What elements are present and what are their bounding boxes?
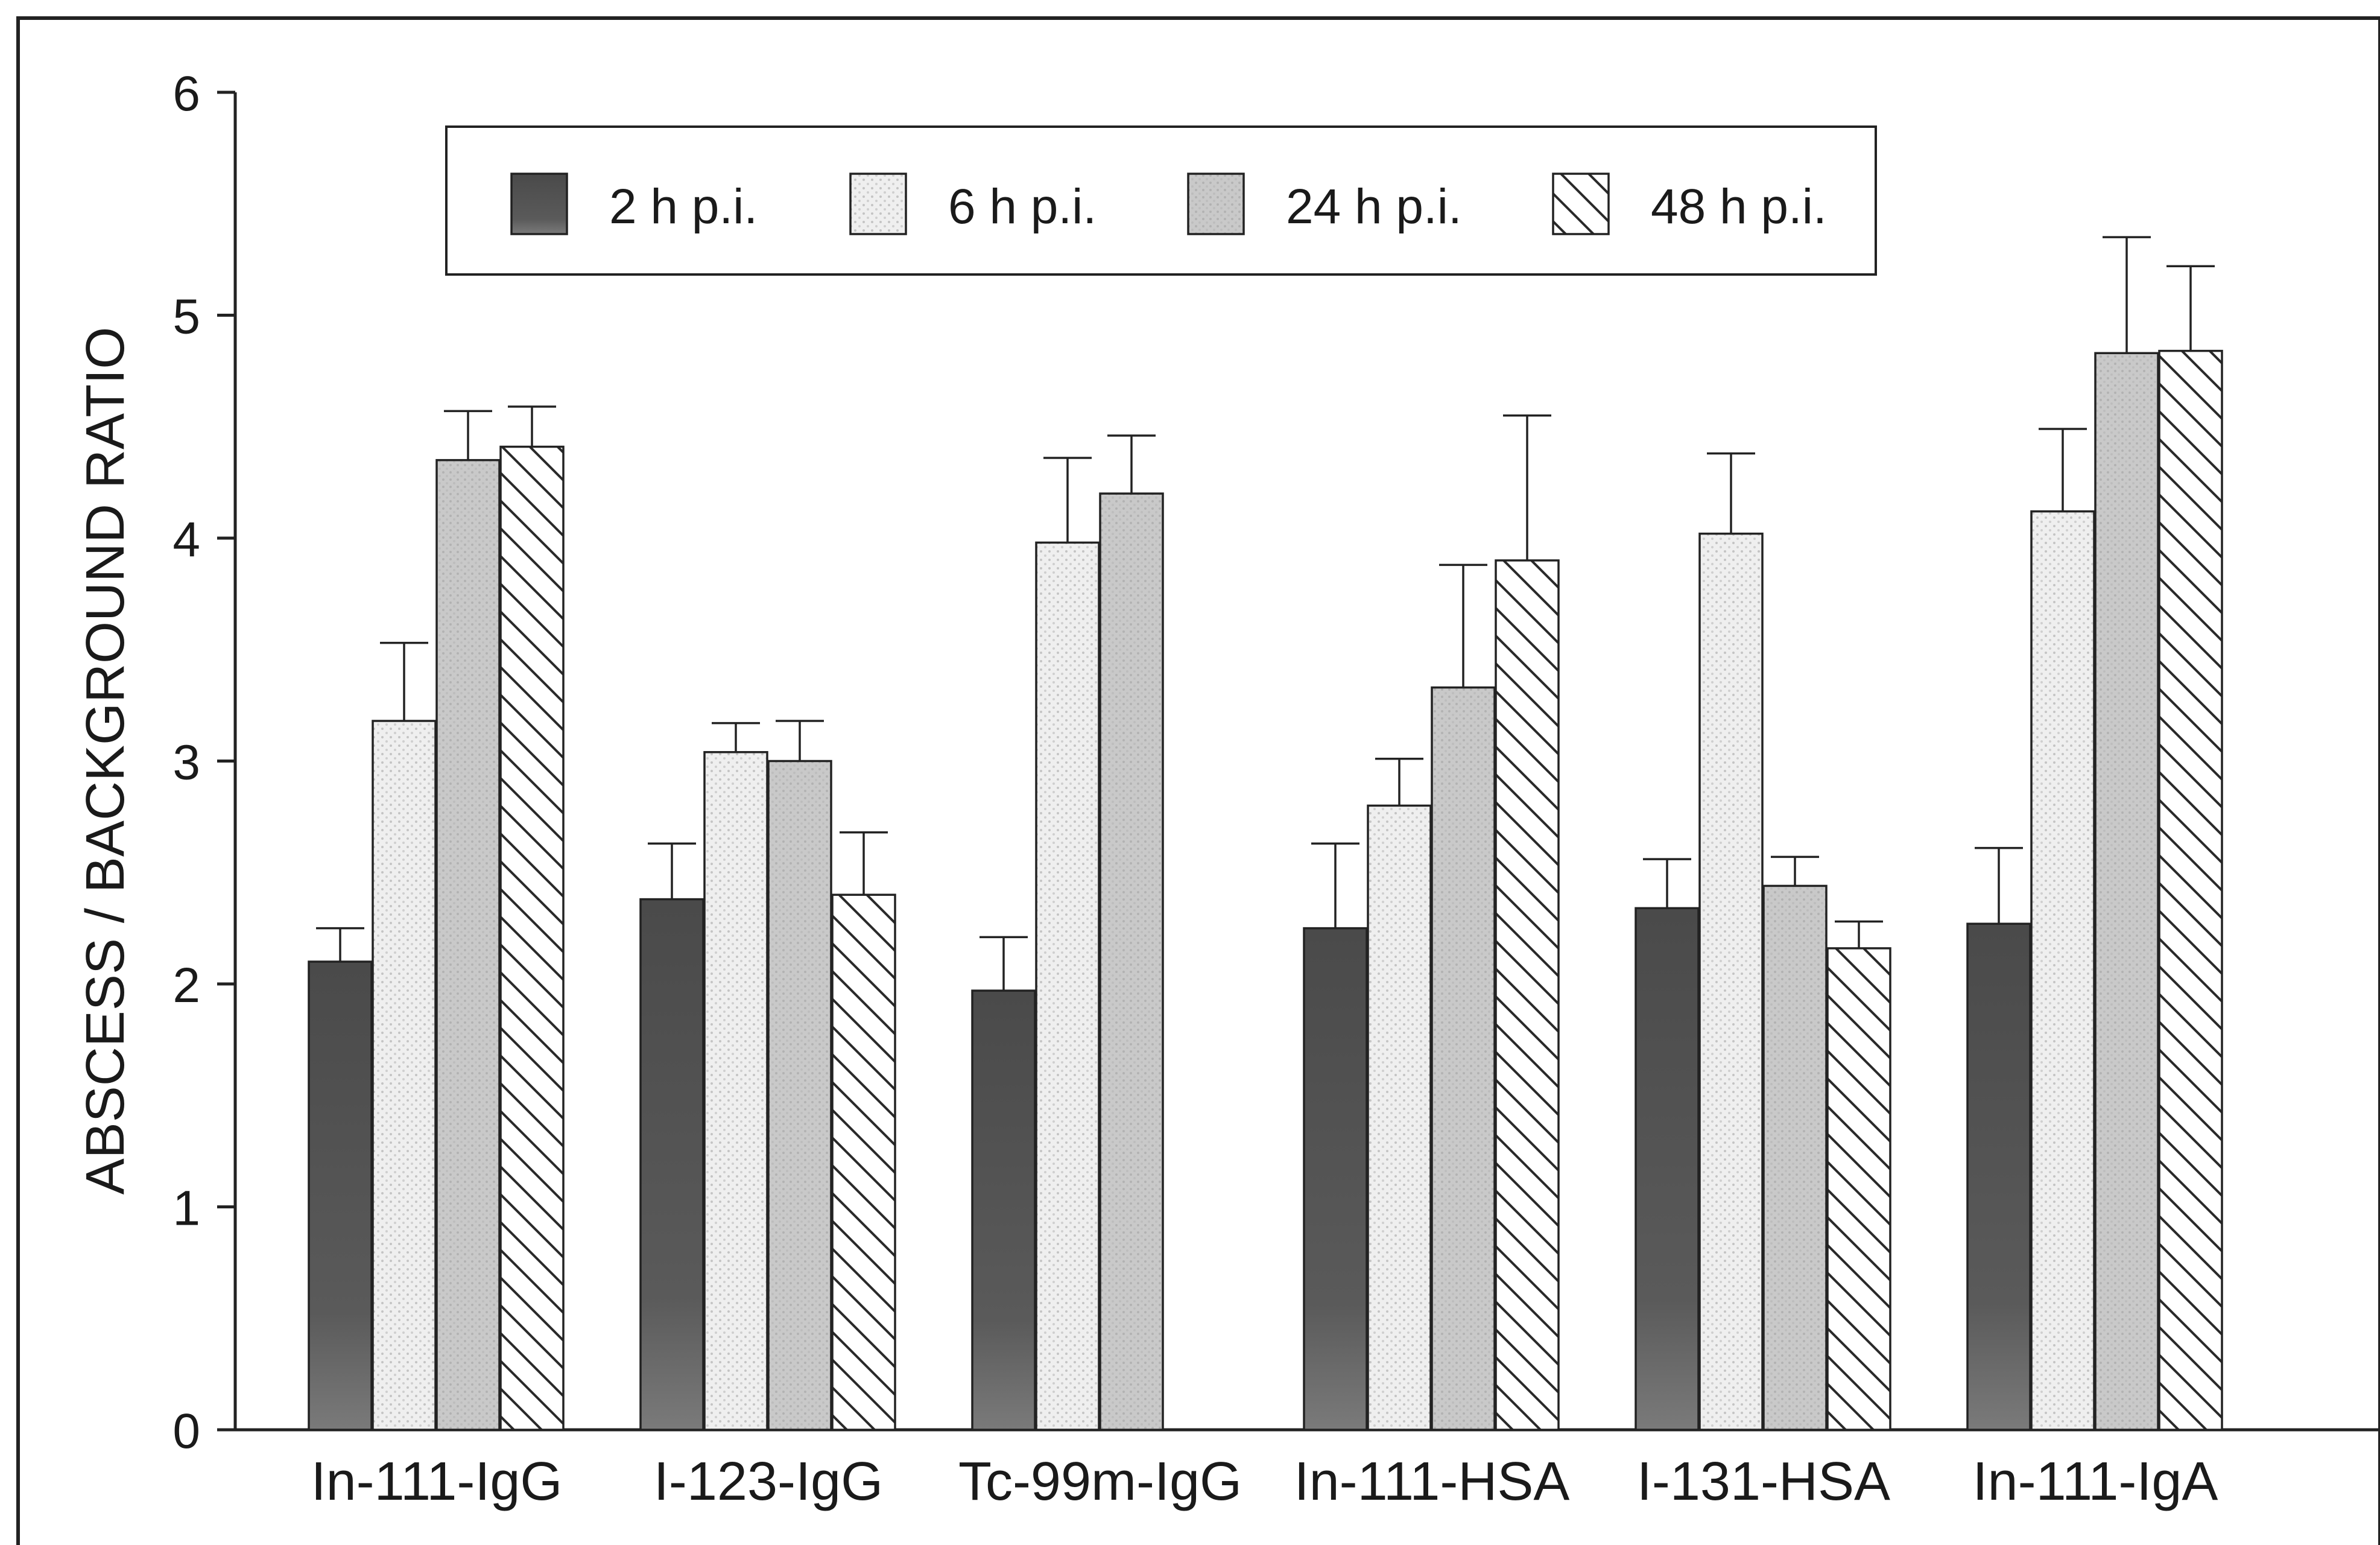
x-tick-label-1: I-123-IgG — [654, 1451, 883, 1512]
bar-2-2 — [1099, 492, 1164, 1431]
x-tick-label-4: I-131-HSA — [1637, 1451, 1890, 1512]
bar-4-3 — [1826, 947, 1891, 1431]
bar-1-0 — [639, 898, 704, 1431]
bar-2-0 — [971, 989, 1036, 1431]
x-tick-label-5: In-111-IgA — [1973, 1451, 2218, 1512]
bar-5-0 — [1966, 922, 2031, 1431]
legend-label-1: 6 h p.i. — [948, 179, 1097, 234]
x-tick-label-0: In-111-IgG — [311, 1451, 563, 1512]
y-tick-label-4: 4 — [172, 512, 200, 567]
bar-4-2 — [1762, 884, 1828, 1431]
bar-3-0 — [1303, 927, 1368, 1431]
bar-4-1 — [1698, 532, 1764, 1431]
legend-swatch-0 — [510, 173, 568, 235]
y-tick-label-1: 1 — [172, 1181, 200, 1236]
y-tick-label-5: 5 — [172, 290, 200, 344]
y-axis-label: ABSCESS / BACKGROUND RATIO — [75, 327, 136, 1195]
bar-0-3 — [499, 445, 565, 1431]
legend-label-2: 24 h p.i. — [1286, 179, 1462, 234]
bar-2-1 — [1035, 541, 1100, 1431]
y-tick-label-6: 6 — [172, 66, 200, 121]
legend-label-0: 2 h p.i. — [609, 179, 758, 234]
x-tick-label-2: Tc-99m-IgG — [958, 1451, 1242, 1512]
bar-3-1 — [1367, 804, 1432, 1431]
x-tick-labels: In-111-IgG I-123-IgG Tc-99m-IgG In-111-HSA I… — [311, 1451, 2218, 1512]
y-tick-label-3: 3 — [172, 735, 200, 790]
bar-5-1 — [2030, 510, 2095, 1431]
legend-swatch-3 — [1552, 173, 1610, 235]
legend-swatch-2 — [1187, 173, 1245, 235]
bar-3-3 — [1495, 559, 1560, 1431]
bar-4-0 — [1635, 907, 1700, 1431]
bar-1-3 — [831, 893, 896, 1431]
bar-1-1 — [703, 750, 768, 1431]
y-tick-labels: 0 1 2 3 4 5 6 — [172, 66, 235, 1459]
legend-swatch-1 — [849, 173, 907, 235]
y-tick-label-2: 2 — [172, 958, 200, 1013]
legend-box — [445, 125, 1877, 276]
bar-1-2 — [767, 760, 832, 1431]
bar-5-3 — [2158, 349, 2223, 1431]
bar-0-0 — [308, 960, 373, 1431]
bars — [308, 236, 2223, 1431]
x-tick-label-3: In-111-HSA — [1294, 1451, 1570, 1512]
bar-0-1 — [372, 720, 437, 1431]
legend-label-3: 48 h p.i. — [1651, 179, 1827, 234]
legend: 2 h p.i. 6 h p.i. 24 h p.i. 48 h p.i. — [445, 125, 1877, 276]
bar-0-2 — [435, 458, 501, 1431]
bar-5-2 — [2094, 352, 2159, 1431]
y-tick-label-0: 0 — [172, 1404, 200, 1459]
bar-3-2 — [1431, 686, 1496, 1431]
